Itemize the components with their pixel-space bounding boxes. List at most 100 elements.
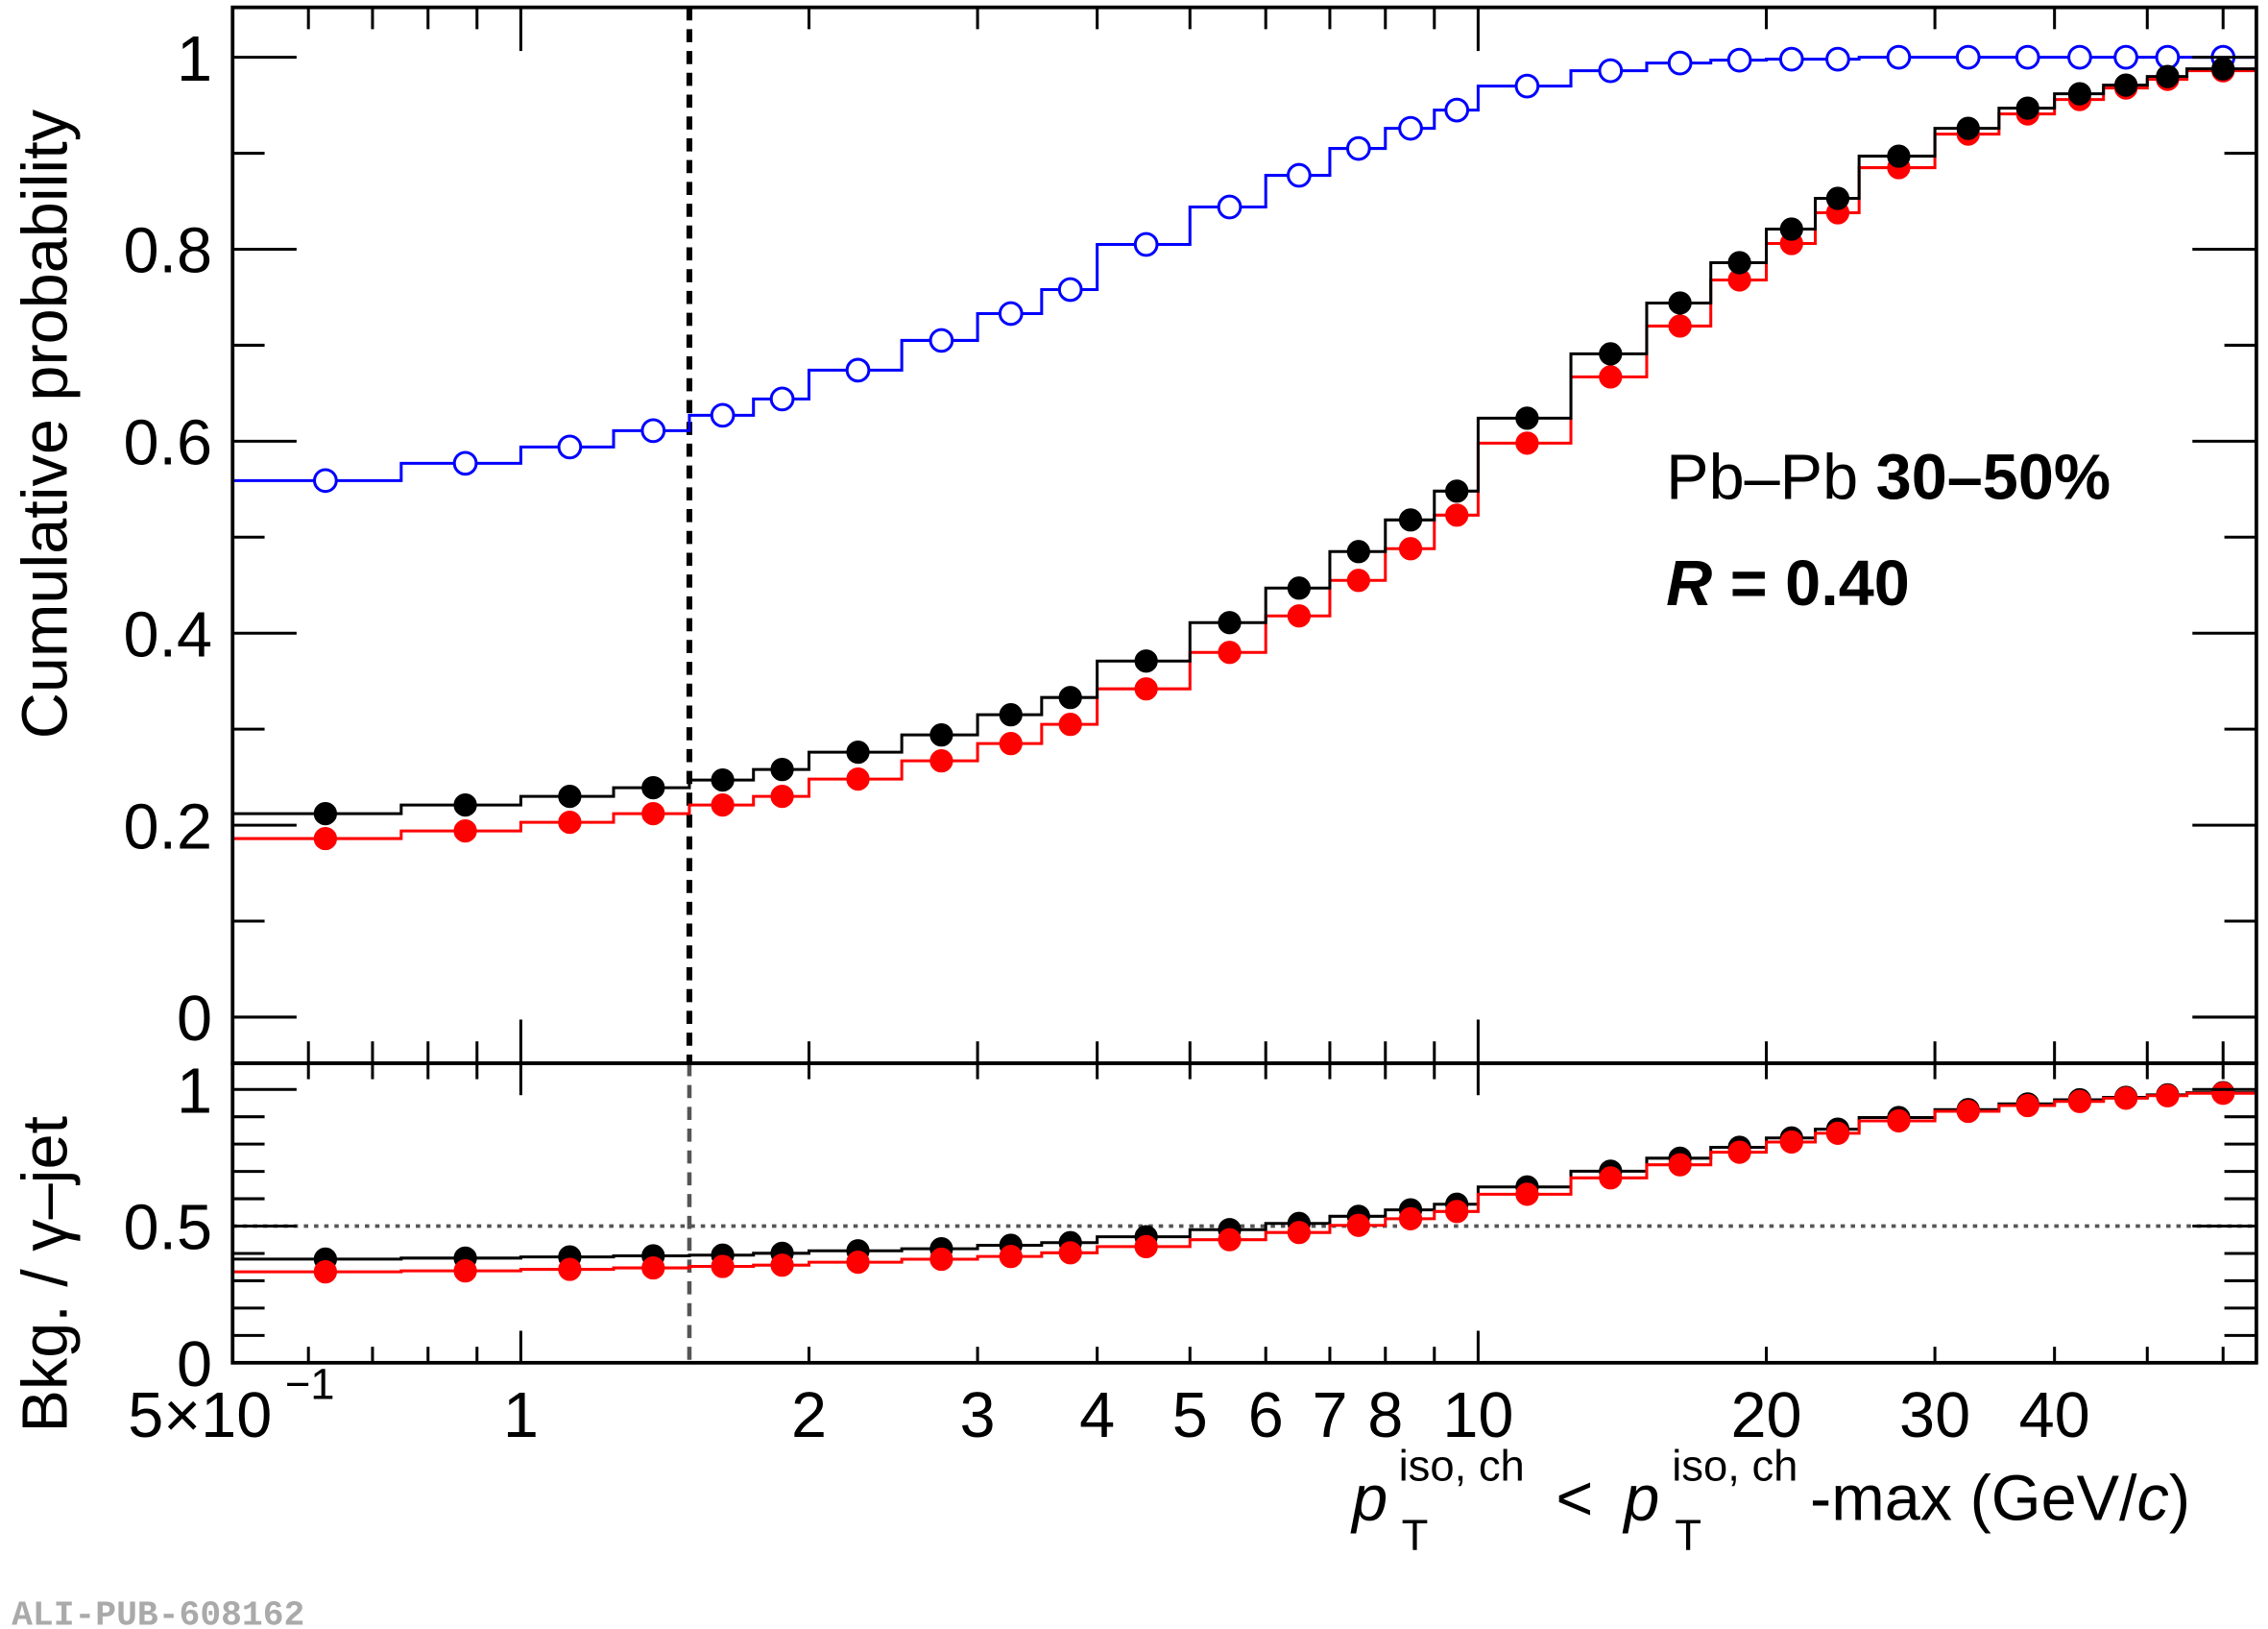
x-tick-label: 20 (1730, 1380, 1801, 1451)
bkg-red-ratio-point (313, 1260, 337, 1284)
bkg-red-point (1515, 431, 1539, 455)
bkg-red-ratio-point (1887, 1108, 1911, 1133)
bkg-red-point (770, 784, 794, 809)
gamma-jet-point (1825, 46, 1850, 72)
x-tick-label: 7 (1312, 1380, 1347, 1451)
x-title-c: c (2137, 1463, 2169, 1534)
bkg-red-ratio-step-line (232, 1091, 2256, 1274)
watermark: ALI-PUB-608162 (12, 1595, 304, 1629)
bkg-black-point (1779, 217, 1803, 241)
bkg-red-ratio-point (1515, 1182, 1539, 1206)
bkg-red-point (641, 801, 665, 826)
bkg-black-point (2156, 64, 2180, 88)
gamma-jet-point (769, 386, 795, 412)
bkg-red-ratio-point (1218, 1228, 1242, 1252)
bkg-black-point (1887, 144, 1911, 168)
gamma-jet-point (1726, 47, 1752, 73)
gamma-jet-point (1217, 194, 1243, 220)
bkg-black-point (846, 741, 870, 765)
bkg-red-ratio-point (1134, 1234, 1158, 1259)
x-tick-label: 4 (1079, 1380, 1115, 1451)
bkg-black-point (1515, 406, 1539, 430)
bkg-red-ratio-point (1668, 1153, 1692, 1177)
bkg-red-point (1668, 314, 1692, 338)
gamma-jet-point (2015, 44, 2040, 70)
gamma-jet-point (1057, 277, 1083, 303)
x-tick-label: 2 (791, 1380, 827, 1451)
bkg-red-ratio-point (453, 1259, 477, 1283)
x-tick-label: 1 (503, 1380, 539, 1451)
bkg-red-ratio-point (1346, 1213, 1370, 1237)
bkg-red-ratio-point (558, 1257, 582, 1281)
bkg-red-ratio-point (1599, 1166, 1623, 1190)
bkg-red-ratio-point (2015, 1093, 2039, 1118)
bkg-red-ratio-point (1445, 1200, 1469, 1224)
x-tick-label: 5×10 (128, 1380, 272, 1451)
bkg-black-point (711, 768, 735, 792)
top-y-tick-label: 0 (177, 984, 212, 1055)
top-y-tick-label: 1 (177, 24, 212, 95)
ratio-y-tick-label: 1 (177, 1056, 212, 1127)
x-tick-label: 8 (1367, 1380, 1403, 1451)
gamma-jet-point (313, 468, 338, 494)
bkg-black-point (1218, 611, 1242, 635)
gamma-jet-point (1886, 44, 1912, 70)
gamma-jet-point (1514, 73, 1540, 99)
bkg-red-point (1287, 604, 1311, 628)
x-tick-label: 30 (1899, 1380, 1970, 1451)
bkg-red-ratio-point (1287, 1221, 1311, 1245)
x-title-sub2: T (1675, 1511, 1701, 1560)
bkg-red-ratio-point (2156, 1083, 2180, 1107)
x-tick-label: 6 (1248, 1380, 1284, 1451)
y-axis-label-top: Cumulative probability (11, 109, 82, 739)
gamma-jet-point (2113, 44, 2138, 70)
bkg-red-ratio-point (770, 1253, 794, 1277)
gamma-jet-point (1955, 44, 1981, 70)
bkg-red-ratio-point (2211, 1082, 2235, 1106)
bkg-red-point (1218, 641, 1242, 665)
y-axis-label-ratio: Bkg. / γ–jet (11, 1115, 82, 1432)
bkg-red-ratio-point (2113, 1086, 2138, 1110)
bkg-red-ratio-point (1398, 1206, 1423, 1230)
bkg-red-point (1058, 713, 1082, 737)
gamma-jet-point (998, 301, 1024, 327)
bkg-black-point (1956, 116, 1980, 140)
bkg-red-point (999, 732, 1023, 756)
bkg-black-point (2067, 82, 2092, 106)
bkg-red-ratio-point (999, 1245, 1023, 1269)
x-title-p1: p (1350, 1463, 1387, 1534)
bkg-red-point (1134, 677, 1158, 701)
x-tick-label: 5 (1172, 1380, 1208, 1451)
ratio-y-tick-label: 0 (177, 1329, 212, 1400)
bkg-black-point (1445, 479, 1469, 503)
bkg-red-point (313, 826, 337, 851)
bkg-red-ratio-point (1779, 1130, 1803, 1155)
bkg-red-point (453, 818, 477, 843)
bkg-red-ratio-point (641, 1255, 665, 1280)
annotation-radius: R = 0.40 (1666, 548, 1910, 620)
x-title-unit: -max (GeV/ (1810, 1463, 2137, 1534)
gamma-jet-point (710, 402, 736, 428)
gamma-jet-point (845, 357, 871, 383)
bkg-black-point (1668, 291, 1692, 315)
bkg-black-point (453, 792, 477, 817)
gamma-jet-point (2067, 44, 2092, 70)
x-tick-label: 40 (2019, 1380, 2090, 1451)
bkg-black-point (2015, 96, 2039, 120)
gamma-jet-point (557, 434, 583, 460)
gamma-jet-point (1345, 135, 1371, 161)
radius-value: = 0.40 (1712, 548, 1910, 620)
bkg-black-point (1287, 576, 1311, 600)
bkg-black-point (2211, 57, 2235, 81)
bkg-red-point (711, 792, 735, 817)
top-y-tick-label: 0.4 (123, 599, 212, 670)
bkg-red-ratio-point (1956, 1099, 1980, 1124)
bkg-red-point (1599, 365, 1623, 389)
gamma-jet-point (1667, 50, 1693, 76)
bkg-red-ratio-point (2067, 1089, 2092, 1113)
bkg-black-point (313, 801, 337, 826)
gamma-jet-point (1778, 46, 1804, 72)
bkg-red-point (1346, 569, 1370, 593)
